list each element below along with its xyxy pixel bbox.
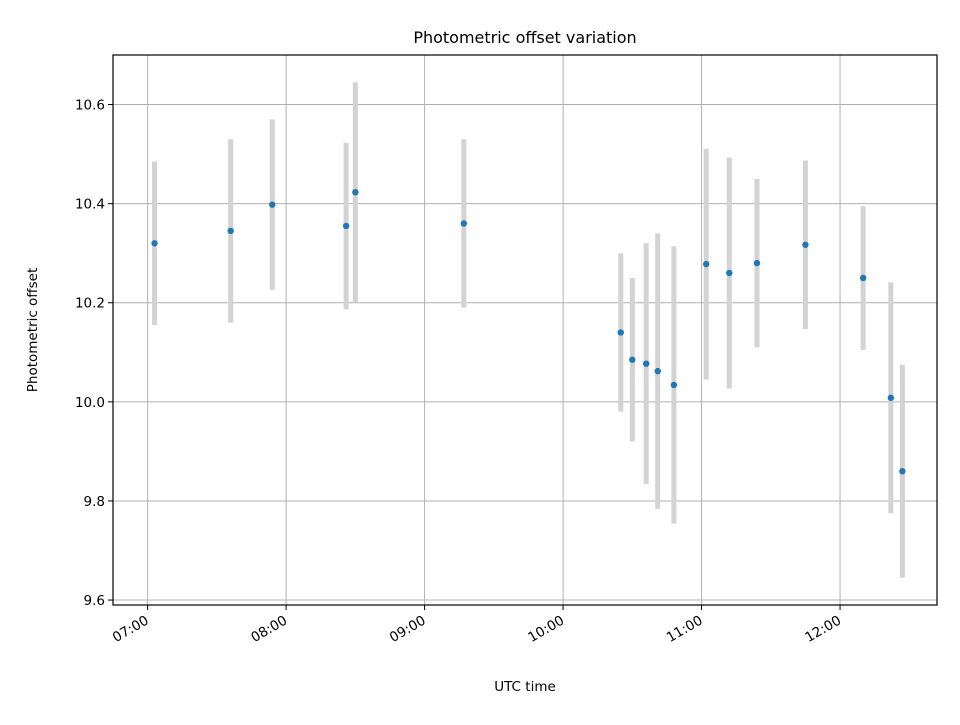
y-axis-label: Photometric offset: [25, 268, 41, 392]
data-point: [617, 329, 624, 336]
data-point: [887, 394, 895, 402]
y-tick-label: 9.8: [84, 494, 105, 510]
chart-title: Photometric offset variation: [413, 28, 636, 47]
data-points: [151, 189, 906, 475]
plot-frame: [112, 54, 938, 606]
x-axis-label: UTC time: [494, 679, 556, 695]
data-point: [753, 259, 761, 267]
data-point: [460, 220, 468, 227]
y-tick-label: 10.2: [75, 296, 105, 312]
y-tick-label: 10.6: [75, 98, 105, 114]
data-point: [342, 222, 350, 230]
data-point: [269, 201, 276, 208]
data-point: [654, 367, 661, 375]
data-point: [802, 241, 809, 248]
data-point: [859, 274, 867, 282]
data-point: [702, 260, 710, 268]
y-tick-label: 10.0: [75, 395, 105, 411]
data-point: [629, 356, 636, 363]
grid: [113, 55, 937, 605]
data-point: [726, 269, 733, 277]
data-point: [151, 240, 158, 247]
data-point: [227, 227, 234, 235]
data-point: [642, 360, 650, 367]
data-point: [670, 381, 678, 389]
data-point: [352, 189, 359, 196]
y-tick-label: 10.4: [75, 197, 105, 213]
data-point: [899, 468, 906, 475]
y-tick-label: 9.6: [84, 593, 105, 609]
